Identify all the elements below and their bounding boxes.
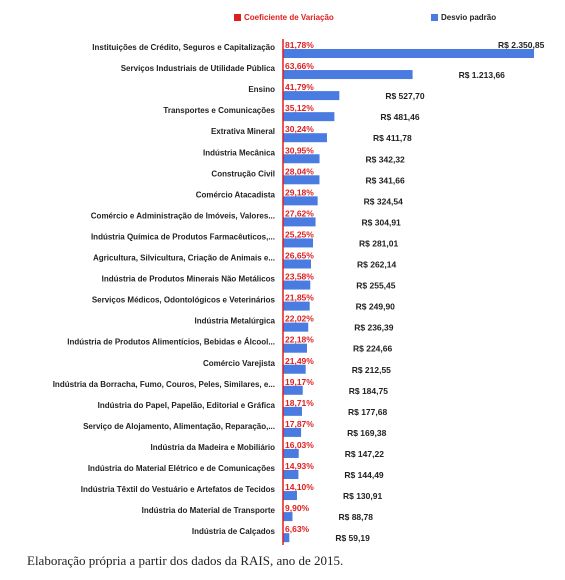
category-label: Comércio Atacadista [196,190,276,199]
category-label: Instituições de Crédito, Seguros e Capit… [92,43,275,52]
bar-desvio [283,470,298,479]
desvio-label: R$ 2.350,85 [498,40,545,50]
desvio-label: R$ 147,22 [345,449,384,459]
category-label: Ensino [248,85,275,94]
desvio-label: R$ 59,19 [335,533,370,543]
desvio-label: R$ 224,66 [353,344,392,354]
desvio-label: R$ 304,91 [362,217,401,227]
coeficiente-label: 16,03% [285,440,314,450]
bar-desvio [283,133,327,142]
coeficiente-label: 26,65% [285,251,314,261]
desvio-label: R$ 342,32 [366,154,405,164]
desvio-label: R$ 281,01 [359,238,398,248]
category-label: Indústria do Material de Transporte [142,506,276,515]
coeficiente-label: 17,87% [285,419,314,429]
desvio-label: R$ 130,91 [343,491,382,501]
desvio-label: R$ 249,90 [356,302,395,312]
category-label: Construção Civil [211,169,275,178]
category-label: Indústria de Produtos Alimentícios, Bebi… [67,338,275,347]
bar-desvio [283,428,301,437]
desvio-label: R$ 144,49 [344,470,383,480]
desvio-label: R$ 1.213,66 [459,70,506,80]
bar-desvio [283,175,319,184]
coeficiente-label: 18,71% [285,398,314,408]
coeficiente-label: 21,49% [285,356,314,366]
coeficiente-label: 19,17% [285,377,314,387]
category-label: Agricultura, Silvicultura, Criação de An… [93,254,275,263]
coeficiente-label: 41,79% [285,82,314,92]
desvio-label: R$ 481,46 [380,112,419,122]
category-label: Indústria de Calçados [192,527,276,536]
coeficiente-label: 22,02% [285,314,314,324]
coeficiente-label: 25,25% [285,229,314,239]
bar-desvio [283,112,334,121]
coeficiente-label: 14,10% [285,482,314,492]
desvio-label: R$ 411,78 [373,133,412,143]
bar-desvio [283,449,299,458]
source-caption: Elaboração própria a partir dos dados da… [27,553,343,569]
bar-desvio [283,196,318,205]
category-label: Indústria Química de Produtos Farmacêuti… [91,232,275,241]
coeficiente-label: 23,58% [285,272,314,282]
desvio-label: R$ 169,38 [347,428,386,438]
coeficiente-label: 14,93% [285,461,314,471]
desvio-label: R$ 236,39 [354,323,393,333]
category-label: Indústria Mecânica [203,148,276,157]
coeficiente-label: 30,24% [285,124,314,134]
bar-desvio [283,154,320,163]
desvio-label: R$ 527,70 [385,91,424,101]
coeficiente-label: 22,18% [285,335,314,345]
coeficiente-label: 35,12% [285,103,314,113]
bar-desvio [283,238,313,247]
category-label: Indústria da Borracha, Fumo, Couros, Pel… [53,380,275,389]
bar-desvio [283,281,310,290]
category-label: Comércio Varejista [203,359,276,368]
desvio-label: R$ 341,66 [365,175,404,185]
desvio-label: R$ 324,54 [364,196,403,206]
category-label: Indústria Metalúrgica [195,317,276,326]
bar-desvio [283,323,308,332]
bar-desvio [283,302,310,311]
category-label: Extrativa Mineral [211,127,275,136]
bar-desvio [283,70,413,79]
category-label: Transportes e Comunicações [163,106,275,115]
bar-desvio [283,344,307,353]
bar-desvio [283,260,311,269]
category-label: Indústria Têxtil do Vestuário e Artefato… [81,485,276,494]
bar-desvio [283,49,534,58]
coeficiente-label: 6,63% [285,524,310,534]
bar-desvio [283,407,302,416]
coeficiente-label: 30,95% [285,145,314,155]
coeficiente-label: 28,04% [285,166,314,176]
bar-desvio [283,365,306,374]
coeficiente-label: 29,18% [285,187,314,197]
desvio-label: R$ 212,55 [352,365,391,375]
bar-desvio [283,491,297,500]
coeficiente-label: 63,66% [285,61,314,71]
bar-desvio [283,386,303,395]
desvio-label: R$ 262,14 [357,260,396,270]
category-label: Indústria de Produtos Minerais Não Metál… [102,275,276,284]
desvio-label: R$ 88,78 [338,512,373,522]
desvio-label: R$ 255,45 [356,281,395,291]
coeficiente-label: 81,78% [285,40,314,50]
bar-desvio [283,217,316,226]
coeficiente-label: 9,90% [285,503,310,513]
category-label: Serviços Médicos, Odontológicos e Veteri… [92,296,276,305]
bar-chart: Instituições de Crédito, Seguros e Capit… [0,0,565,545]
category-label: Indústria do Material Elétrico e de Comu… [88,464,276,473]
desvio-label: R$ 177,68 [348,407,387,417]
coeficiente-label: 27,62% [285,208,314,218]
category-label: Indústria da Madeira e Mobiliário [151,443,276,452]
bar-desvio [283,91,339,100]
coeficiente-label: 21,85% [285,293,314,303]
bar-desvio [283,512,292,521]
category-label: Comércio e Administração de Imóveis, Val… [91,211,275,220]
category-label: Indústria do Papel, Papelão, Editorial e… [98,401,276,410]
category-label: Serviços Industriais de Utilidade Públic… [121,64,276,73]
category-label: Serviço de Alojamento, Alimentação, Repa… [83,422,275,431]
desvio-label: R$ 184,75 [349,386,388,396]
bar-desvio [283,533,289,542]
